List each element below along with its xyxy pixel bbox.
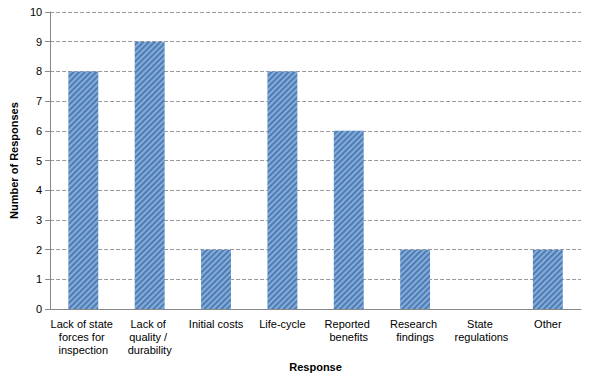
svg-text:4: 4	[36, 184, 42, 196]
svg-text:6: 6	[36, 125, 42, 137]
svg-text:regulations: regulations	[455, 331, 509, 343]
svg-text:8: 8	[36, 65, 42, 77]
svg-text:7: 7	[36, 95, 42, 107]
svg-text:5: 5	[36, 155, 42, 167]
svg-text:Research: Research	[390, 318, 440, 330]
svg-text:durability: durability	[128, 344, 173, 356]
svg-text:9: 9	[36, 36, 42, 48]
svg-text:quality /: quality /	[129, 331, 170, 343]
svg-text:Other: Other	[534, 318, 562, 330]
svg-text:1: 1	[36, 273, 42, 285]
svg-text:State: State	[467, 318, 496, 330]
svg-text:forces for: forces for	[59, 331, 108, 343]
svg-text:Life-cycle: Life-cycle	[259, 318, 305, 330]
svg-text:Lack of state: Lack of state	[51, 318, 116, 330]
svg-text:2: 2	[36, 244, 42, 256]
svg-text:Number of Responses: Number of Responses	[8, 102, 20, 219]
svg-text:findings: findings	[396, 331, 434, 343]
svg-text:Response: Response	[289, 361, 342, 373]
svg-text:10: 10	[30, 6, 42, 18]
svg-text:3: 3	[36, 214, 42, 226]
svg-text:Lack of: Lack of	[130, 318, 169, 330]
svg-text:Initial costs: Initial costs	[189, 318, 244, 330]
svg-text:Reported: Reported	[325, 318, 373, 330]
svg-text:inspection: inspection	[59, 344, 109, 356]
svg-text:0: 0	[36, 303, 42, 315]
svg-text:benefits: benefits	[329, 331, 368, 343]
